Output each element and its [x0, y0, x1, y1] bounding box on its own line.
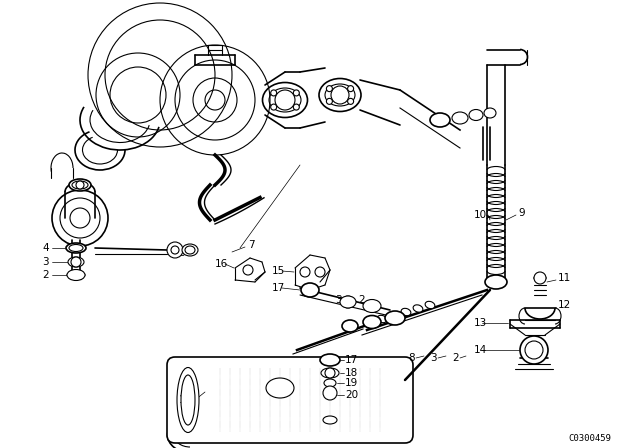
Text: 4: 4 [42, 243, 49, 253]
Ellipse shape [262, 82, 307, 117]
Circle shape [293, 104, 300, 110]
Text: 8: 8 [408, 353, 415, 363]
Text: 2: 2 [358, 295, 365, 305]
Ellipse shape [181, 375, 195, 425]
Text: 15: 15 [272, 266, 285, 276]
Circle shape [325, 368, 335, 378]
Circle shape [323, 386, 337, 400]
FancyBboxPatch shape [167, 357, 413, 443]
Text: 11: 11 [558, 273, 572, 283]
Text: 20: 20 [345, 390, 358, 400]
Ellipse shape [320, 354, 340, 366]
Ellipse shape [66, 243, 86, 253]
Text: 16: 16 [215, 259, 228, 269]
Circle shape [52, 190, 108, 246]
Circle shape [293, 90, 300, 96]
Text: 1: 1 [179, 395, 186, 405]
Ellipse shape [323, 416, 337, 424]
Text: 3: 3 [335, 295, 342, 305]
Circle shape [326, 86, 332, 92]
Ellipse shape [72, 181, 88, 189]
Circle shape [76, 181, 84, 189]
Ellipse shape [185, 246, 195, 254]
Circle shape [520, 336, 548, 364]
Text: 5: 5 [168, 248, 175, 258]
Ellipse shape [363, 300, 381, 313]
Ellipse shape [321, 368, 339, 378]
Circle shape [171, 246, 179, 254]
Text: 17: 17 [345, 355, 358, 365]
Ellipse shape [365, 319, 375, 326]
Ellipse shape [68, 257, 84, 267]
Circle shape [271, 104, 276, 110]
Text: 6: 6 [178, 248, 184, 258]
Text: C0300459: C0300459 [568, 434, 611, 443]
Text: 14: 14 [474, 345, 487, 355]
Ellipse shape [425, 302, 435, 309]
Text: 10: 10 [474, 210, 487, 220]
Ellipse shape [266, 378, 294, 398]
Text: 7: 7 [248, 240, 255, 250]
Ellipse shape [69, 179, 91, 191]
Circle shape [71, 257, 81, 267]
Ellipse shape [413, 305, 423, 312]
Circle shape [348, 99, 354, 104]
Ellipse shape [377, 315, 387, 323]
Ellipse shape [401, 308, 411, 316]
Circle shape [167, 242, 183, 258]
Circle shape [271, 90, 276, 96]
Ellipse shape [67, 270, 85, 280]
Text: 12: 12 [558, 300, 572, 310]
Ellipse shape [340, 296, 356, 308]
Ellipse shape [484, 108, 496, 118]
Circle shape [348, 86, 354, 92]
Ellipse shape [363, 315, 381, 328]
Ellipse shape [389, 312, 399, 319]
Ellipse shape [342, 320, 358, 332]
Ellipse shape [469, 109, 483, 121]
Text: 3: 3 [42, 257, 49, 267]
Ellipse shape [485, 275, 507, 289]
Ellipse shape [69, 245, 83, 251]
Text: 9: 9 [518, 208, 525, 218]
Circle shape [534, 272, 546, 284]
Ellipse shape [177, 367, 199, 432]
Text: 19: 19 [345, 378, 358, 388]
Text: 3: 3 [430, 353, 436, 363]
Ellipse shape [430, 113, 450, 127]
Text: 18: 18 [345, 368, 358, 378]
Ellipse shape [319, 78, 361, 112]
Ellipse shape [301, 283, 319, 297]
Ellipse shape [182, 244, 198, 256]
Ellipse shape [452, 112, 468, 124]
Circle shape [326, 99, 332, 104]
Text: 2: 2 [452, 353, 459, 363]
Text: 2: 2 [42, 270, 49, 280]
Text: 13: 13 [474, 318, 487, 328]
Ellipse shape [385, 311, 405, 325]
Ellipse shape [324, 379, 336, 387]
Text: 17: 17 [272, 283, 285, 293]
